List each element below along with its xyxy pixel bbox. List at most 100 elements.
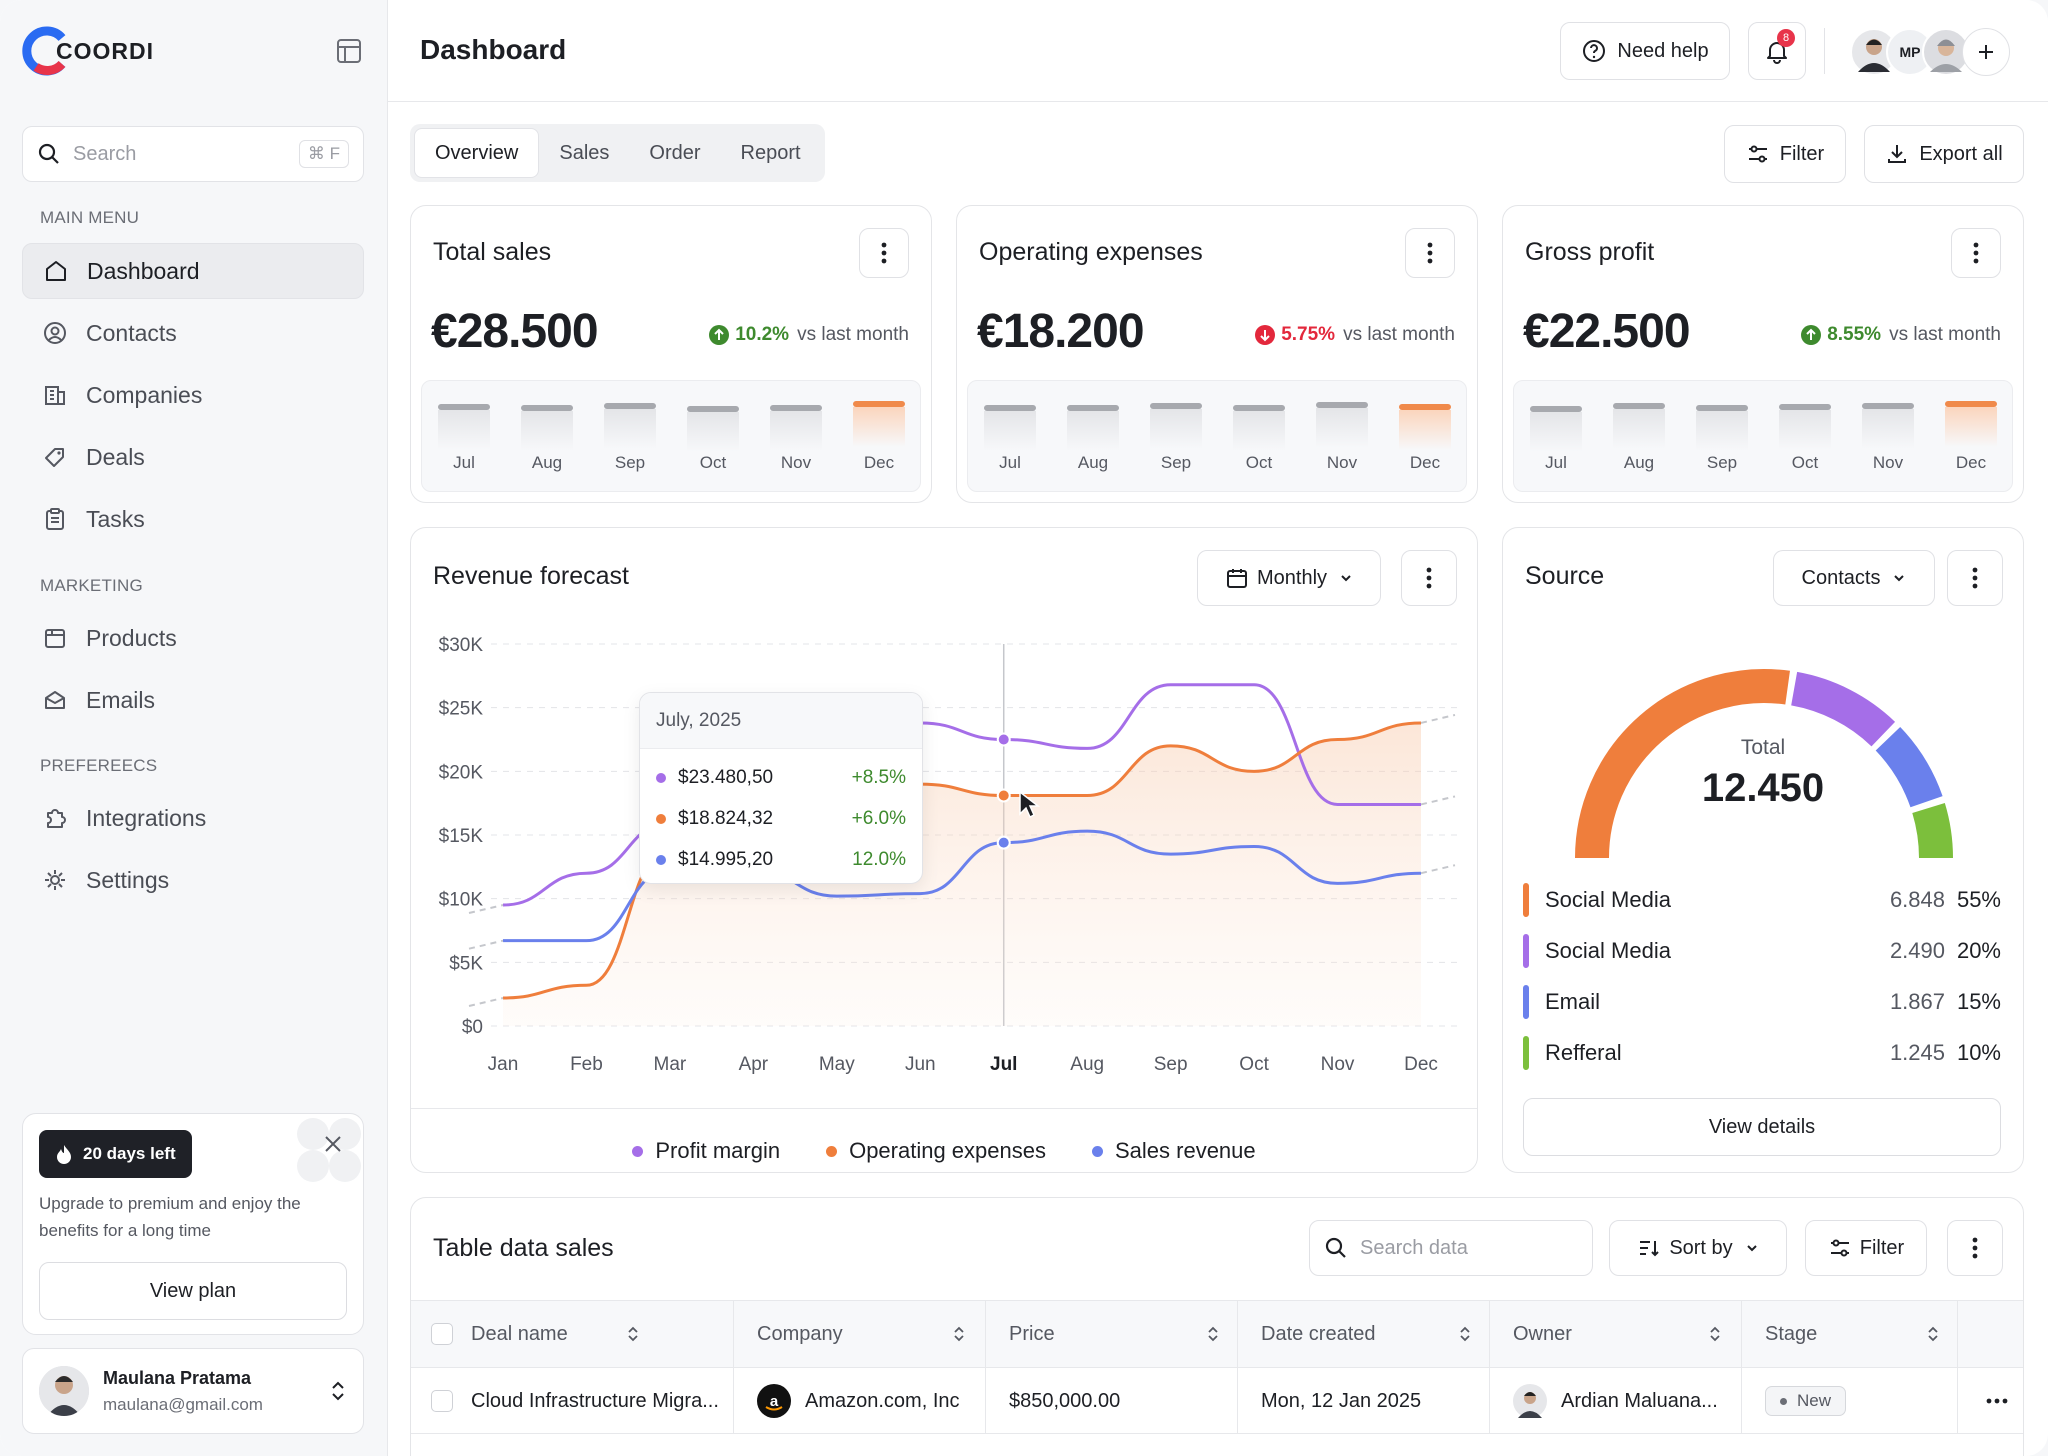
gauge-segment[interactable] [1875, 726, 1943, 808]
tab-order[interactable]: Order [649, 141, 701, 164]
more-options-button[interactable] [859, 228, 909, 278]
notifications-button[interactable]: 8 [1748, 22, 1806, 80]
more-options-button[interactable] [1947, 550, 2003, 606]
column-header-stage[interactable]: Stage [1765, 1301, 1957, 1367]
select-all-checkbox[interactable] [431, 1323, 453, 1345]
column-header-company[interactable]: Company [757, 1301, 983, 1367]
need-help-button[interactable]: Need help [1560, 22, 1730, 80]
source-color-bar [1523, 934, 1529, 968]
mini-bar-label: Aug [531, 453, 563, 472]
export-all-button[interactable]: Export all [1864, 125, 2024, 183]
sidebar-item-integrations[interactable]: Integrations [22, 790, 364, 846]
more-options-button[interactable] [1951, 228, 2001, 278]
x-tick-label: Jan [488, 1054, 519, 1075]
sidebar-item-emails[interactable]: Emails [22, 672, 364, 728]
column-header-deal-name[interactable]: Deal name [471, 1301, 657, 1367]
sort-arrows-icon [954, 1326, 964, 1342]
fire-icon [57, 1145, 71, 1164]
more-vertical-icon [1972, 567, 1978, 589]
x-tick-label: Jun [905, 1054, 936, 1075]
sidebar-item-companies[interactable]: Companies [22, 367, 364, 423]
table-header-row: Deal name Company Price Date created Own… [411, 1300, 2023, 1368]
section-preferences: PREFEREECS [40, 756, 158, 775]
source-filter-dropdown[interactable]: Contacts [1773, 550, 1935, 606]
status-badge: New [1765, 1386, 1847, 1416]
table-row[interactable]: Cloud Infrastructure Migra... a Amazon.c… [411, 1368, 2023, 1434]
filter-label: Filter [1779, 142, 1825, 165]
avatar [39, 1366, 89, 1416]
sort-by-dropdown[interactable]: Sort by [1609, 1220, 1787, 1276]
user-profile-switcher[interactable]: Maulana Pratama maulana@gmail.com [22, 1348, 364, 1434]
chart-legend: Profit margin Operating expenses Sales r… [411, 1108, 1477, 1192]
sort-icon [1640, 1241, 1660, 1257]
sidebar-item-contacts[interactable]: Contacts [22, 305, 364, 361]
kpi-mini-chart: Jul Aug Sep Oct Nov Dec [1513, 380, 2013, 492]
sidebar-item-tasks[interactable]: Tasks [22, 491, 364, 547]
kpi-change-percent: 8.55% [1827, 324, 1882, 345]
filter-button[interactable]: Filter [1724, 125, 1846, 183]
legend-item-operating-expenses[interactable]: Operating expenses [826, 1138, 1046, 1164]
column-header-label: Stage [1765, 1322, 1818, 1345]
column-header-date-created[interactable]: Date created [1261, 1301, 1489, 1367]
y-tick-label: $25K [439, 699, 484, 720]
y-tick-label: $30K [439, 635, 484, 656]
x-tick-label: Nov [1321, 1054, 1355, 1075]
gauge-segment[interactable] [1912, 803, 1953, 859]
building-icon [45, 386, 65, 405]
trial-days-badge: 20 days left [39, 1130, 192, 1178]
tab-overview[interactable]: Overview [414, 128, 540, 178]
table-search-input[interactable]: Search data [1309, 1220, 1593, 1276]
view-details-button[interactable]: View details [1523, 1098, 2001, 1156]
sliders-icon [1748, 145, 1767, 163]
mini-bar [604, 402, 656, 449]
legend-item-sales-revenue[interactable]: Sales revenue [1091, 1137, 1256, 1164]
page-title: Dashboard [420, 34, 567, 65]
column-header-label: Date created [1261, 1322, 1376, 1345]
view-plan-button[interactable]: View plan [39, 1262, 347, 1320]
row-actions-button[interactable] [1979, 1368, 2015, 1434]
sidebar-item-label: Contacts [86, 319, 177, 346]
sidebar-item-products[interactable]: Products [22, 610, 364, 666]
tab-report[interactable]: Report [740, 141, 801, 164]
tab-sales[interactable]: Sales [559, 141, 610, 164]
sidebar-item-deals[interactable]: Deals [22, 429, 364, 485]
sidebar-item-settings[interactable]: Settings [22, 852, 364, 908]
sidebar-search[interactable]: Search ⌘ F [22, 126, 364, 182]
arrow-down-circle-icon [1255, 325, 1276, 345]
gauge-segment[interactable] [1790, 671, 1896, 747]
brand-name: COORDI [56, 37, 154, 64]
source-name: Refferal [1545, 1040, 1622, 1065]
tooltip-row: $23.480,50 +8.5% [640, 757, 922, 798]
tooltip-value: $18.824,32 [678, 807, 774, 829]
brand-logo[interactable]: COORDI [22, 26, 154, 76]
sidebar-toggle-icon[interactable] [336, 38, 362, 64]
period-dropdown[interactable]: Monthly [1197, 550, 1381, 606]
gauge-total-label: Total [1740, 736, 1786, 759]
source-gauge-chart[interactable] [1503, 628, 2025, 868]
legend-label: Sales revenue [1114, 1137, 1256, 1163]
mini-bar [1862, 402, 1914, 449]
sidebar-item-dashboard[interactable]: Dashboard [22, 243, 364, 299]
legend-item-profit-margin[interactable]: Profit margin [632, 1138, 780, 1164]
add-member-button[interactable] [1962, 28, 2010, 76]
x-tick-label: Aug [1070, 1054, 1104, 1075]
mini-bar-label: Oct [699, 453, 727, 472]
row-checkbox[interactable] [431, 1390, 453, 1412]
column-header-price[interactable]: Price [1009, 1301, 1237, 1367]
sort-arrows-icon [628, 1326, 638, 1342]
gauge-segment[interactable] [1575, 669, 1790, 859]
column-header-owner[interactable]: Owner [1513, 1301, 1739, 1367]
more-options-button[interactable] [1405, 228, 1455, 278]
more-options-button[interactable] [1401, 550, 1457, 606]
card-title: Revenue forecast [433, 562, 629, 590]
cell-stage: New [1765, 1368, 1847, 1434]
sidebar-item-label: Dashboard [87, 257, 200, 284]
table-filter-button[interactable]: Filter [1805, 1220, 1927, 1276]
series-extension [1420, 864, 1456, 875]
team-avatars[interactable]: MP [1850, 28, 2010, 76]
close-icon[interactable] [323, 1134, 343, 1154]
more-options-button[interactable] [1947, 1220, 2003, 1276]
source-count: 6.848 [1889, 887, 1945, 912]
download-icon [1888, 145, 1907, 163]
